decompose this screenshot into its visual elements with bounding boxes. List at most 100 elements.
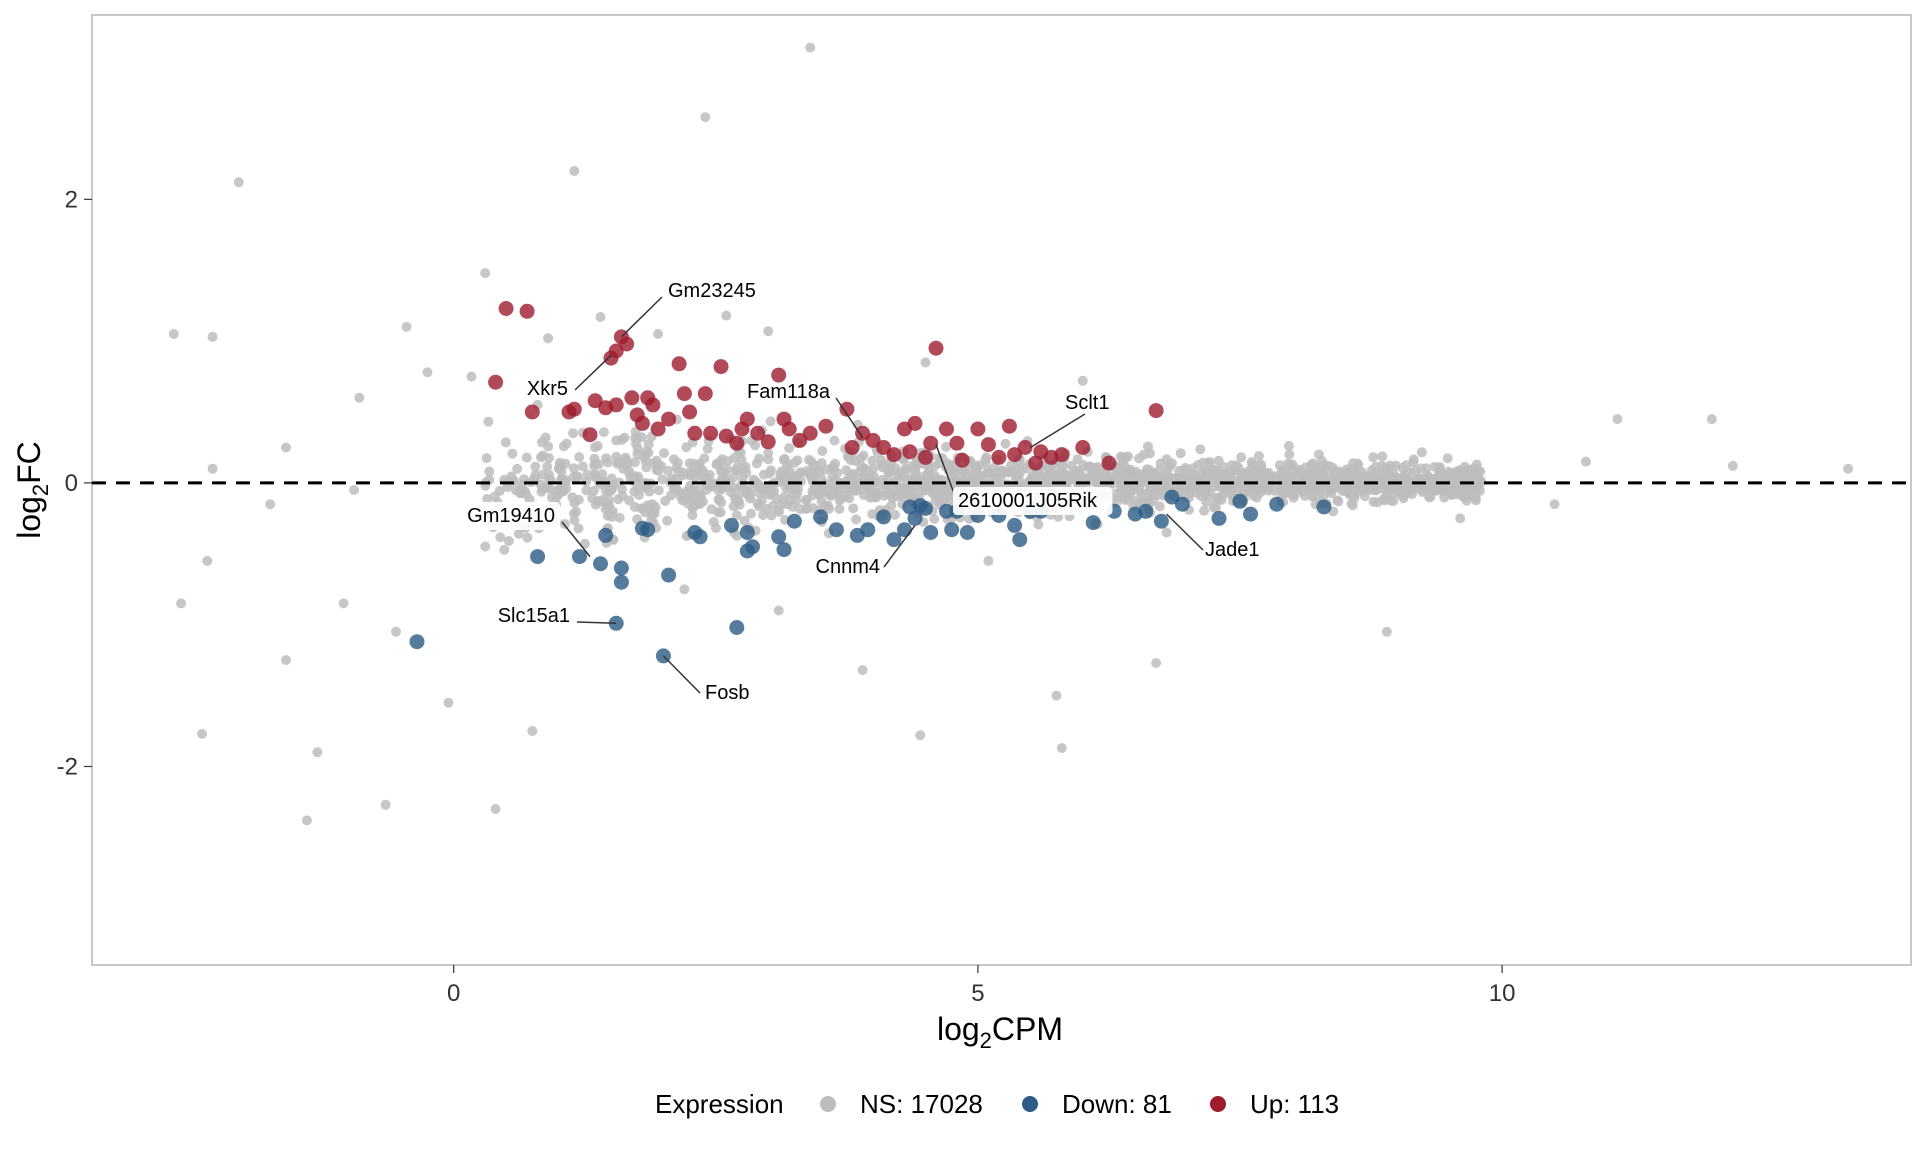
up-point: [907, 415, 923, 431]
ns-point: [920, 357, 931, 368]
ns-band-point: [794, 468, 805, 479]
gene-label: Xkr5: [527, 378, 568, 400]
ns-band-point: [695, 489, 706, 500]
ns-band-point: [590, 499, 601, 510]
down-point: [897, 522, 912, 538]
ns-band-point: [729, 453, 740, 464]
up-point: [697, 386, 713, 402]
down-point: [886, 532, 902, 548]
down-point: [1138, 503, 1154, 519]
ns-band-point: [1416, 447, 1427, 458]
ns-band-point: [1468, 463, 1479, 474]
up-point: [488, 374, 504, 390]
ns-band-point: [671, 462, 682, 473]
ns-band-point: [524, 494, 535, 505]
ns-band-point: [507, 476, 518, 487]
x-axis-title: log2CPM: [937, 1011, 1063, 1053]
ns-band-point: [817, 446, 828, 456]
ns-band-point: [572, 471, 583, 482]
up-point: [718, 428, 734, 444]
ns-band-point: [1392, 487, 1403, 498]
label-leader-line: [574, 354, 612, 391]
ns-band-point: [1310, 463, 1320, 474]
ns-band-point: [758, 469, 769, 480]
ns-band-point: [1239, 484, 1250, 495]
ns-point: [202, 555, 213, 566]
down-point: [724, 517, 739, 533]
label-background: [953, 487, 1113, 515]
label-leader-line: [835, 397, 864, 438]
ns-band-point: [613, 494, 624, 505]
down-point: [1012, 532, 1028, 548]
up-point: [886, 447, 902, 463]
ns-band-point: [1166, 458, 1177, 469]
ns-band-point: [1312, 476, 1323, 487]
ns-band-point: [630, 433, 641, 444]
ns-band-point: [834, 504, 845, 514]
ns-band-point: [941, 441, 952, 452]
ns-band-point: [557, 486, 568, 497]
label-background: [469, 502, 560, 530]
ns-band-point: [640, 507, 651, 518]
ns-band-point: [848, 503, 859, 514]
ns-band-point: [1366, 465, 1377, 476]
down-point: [828, 522, 844, 538]
ns-point: [338, 598, 349, 609]
ns-band-point: [569, 508, 579, 519]
ns-band-point: [1346, 489, 1357, 500]
legend: Expression NS: 17028 Down: 81 Up: 113: [655, 1089, 1339, 1119]
ns-band-point: [784, 443, 795, 454]
ns-band-point: [802, 503, 813, 514]
down-point: [613, 574, 629, 590]
ns-band-point: [659, 448, 669, 459]
ns-band-point: [482, 494, 493, 504]
down-point: [634, 520, 650, 536]
down-point: [598, 527, 614, 543]
ns-band-point: [713, 507, 724, 518]
gene-label: Fam118a: [747, 381, 831, 403]
ns-band-point: [902, 488, 913, 499]
ns-band-point: [708, 516, 719, 527]
ns-band-point: [668, 454, 679, 465]
ns-band-point: [1431, 484, 1442, 494]
ns-band-point: [870, 487, 881, 498]
ns-point: [1706, 414, 1717, 425]
ns-band-point: [569, 498, 580, 508]
ns-band-point: [806, 456, 817, 467]
ns-band-point: [1377, 451, 1388, 462]
ns-point: [233, 177, 244, 188]
up-point: [771, 367, 787, 383]
ns-band-point: [1289, 489, 1300, 500]
ns-band-point: [588, 485, 599, 496]
y-axis: -2 0 2: [57, 186, 92, 780]
ns-band-point: [632, 443, 643, 454]
ns-band-point: [851, 514, 862, 525]
ns-band-point: [887, 493, 898, 504]
ns-band-point: [1246, 468, 1257, 478]
ns-point: [763, 326, 774, 337]
up-point: [682, 404, 698, 420]
ns-band-point: [601, 453, 612, 464]
ns-point: [265, 499, 276, 510]
up-point: [739, 411, 755, 427]
ns-band-point: [714, 494, 725, 505]
ns-point: [700, 112, 711, 123]
down-point: [692, 529, 708, 545]
down-point: [613, 560, 629, 576]
ns-band-point: [894, 467, 905, 478]
ns-band-point: [555, 459, 566, 470]
up-point: [650, 421, 666, 437]
ns-band-point: [867, 455, 878, 466]
down-point: [907, 510, 923, 526]
down-point: [745, 539, 760, 555]
ns-band-point: [734, 499, 745, 510]
down-point: [944, 522, 960, 538]
up-point: [818, 418, 834, 434]
down-point: [1316, 499, 1332, 515]
down-point: [771, 529, 787, 545]
ns-band-point: [1145, 448, 1155, 459]
ns-band-point: [1130, 484, 1141, 495]
ns-band-point: [1379, 495, 1390, 506]
ns-point: [915, 730, 926, 741]
ns-band-point: [790, 484, 801, 495]
